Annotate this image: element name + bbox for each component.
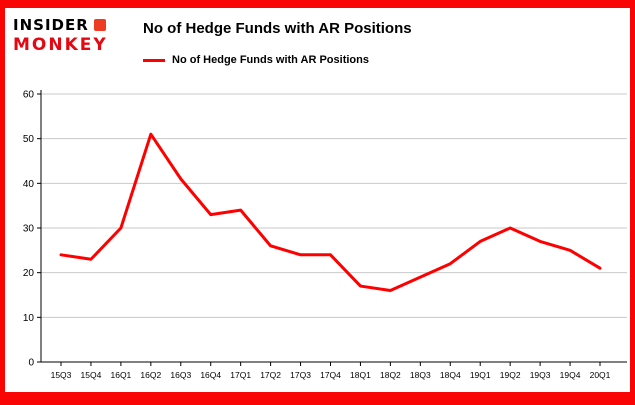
legend: No of Hedge Funds with AR Positions	[143, 54, 412, 66]
x-tick-label: 18Q3	[410, 370, 431, 380]
y-tick-label: 60	[23, 90, 35, 101]
x-tick-label: 16Q2	[140, 370, 161, 380]
logo-monkey-text: MONKEY	[13, 35, 108, 55]
x-tick-label: 16Q1	[110, 370, 131, 380]
y-tick-label: 30	[23, 224, 35, 235]
x-tick-label: 19Q4	[560, 370, 581, 380]
x-tick-label: 16Q4	[200, 370, 221, 380]
x-tick-label: 15Q4	[81, 370, 102, 380]
header: INSIDER MONKEY No of Hedge Funds with AR…	[5, 8, 630, 80]
y-tick-label: 10	[23, 313, 35, 324]
legend-label: No of Hedge Funds with AR Positions	[172, 54, 369, 66]
x-tick-label: 16Q3	[170, 370, 191, 380]
x-tick-label: 18Q4	[440, 370, 461, 380]
insider-monkey-logo: INSIDER MONKEY	[13, 14, 131, 55]
line-chart: 0 10 20 30 40 50 60 15Q3 15Q4 16Q1 16Q2 16Q3 16Q4 17Q…	[23, 90, 627, 380]
x-tick-label: 17Q1	[230, 370, 251, 380]
chart-area: 0 10 20 30 40 50 60 15Q3 15Q4 16Q1 16Q2 16Q3 16Q4 17Q…	[5, 82, 630, 392]
x-tick-label: 19Q1	[470, 370, 491, 380]
y-tick-label: 0	[28, 358, 34, 369]
x-tick-label: 19Q2	[500, 370, 521, 380]
x-tick-label: 15Q3	[51, 370, 72, 380]
x-tick-label: 19Q3	[530, 370, 551, 380]
x-tick-label: 18Q1	[350, 370, 371, 380]
x-tick-label: 20Q1	[590, 370, 611, 380]
y-tick-label: 20	[23, 268, 35, 279]
x-tick-label: 18Q2	[380, 370, 401, 380]
series-line	[59, 132, 602, 293]
x-tick-label: 17Q3	[290, 370, 311, 380]
legend-line-swatch	[143, 58, 165, 62]
x-tick-label: 17Q2	[260, 370, 281, 380]
x-tick-label: 17Q4	[320, 370, 341, 380]
y-tick-label: 40	[23, 179, 35, 190]
y-tick-label: 50	[23, 134, 35, 145]
header-right: No of Hedge Funds with AR Positions No o…	[131, 14, 412, 66]
monkey-face-icon	[93, 19, 106, 31]
logo-insider-text: INSIDER	[13, 16, 89, 34]
page-title: No of Hedge Funds with AR Positions	[143, 20, 412, 37]
